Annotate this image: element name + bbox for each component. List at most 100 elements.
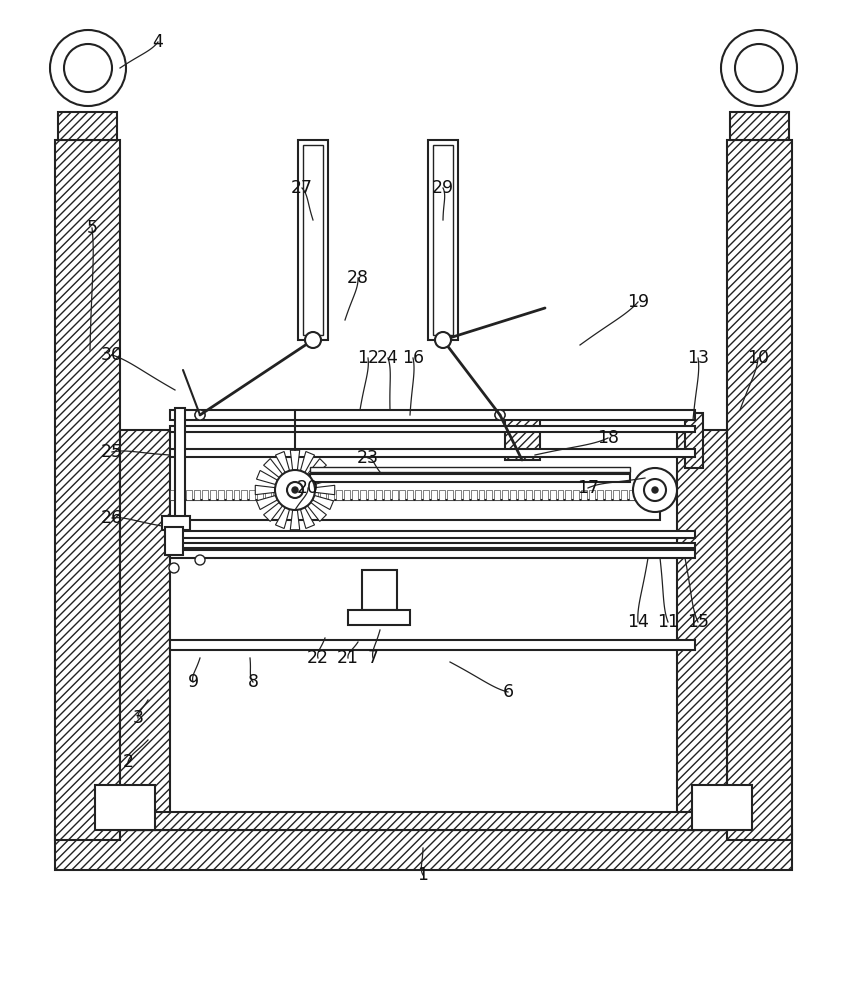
Bar <box>55 140 120 840</box>
Bar <box>479 490 484 500</box>
Bar <box>336 490 342 500</box>
Text: 17: 17 <box>577 479 599 497</box>
Bar <box>202 490 208 500</box>
Bar <box>628 490 634 500</box>
Polygon shape <box>257 470 278 485</box>
Text: 20: 20 <box>297 479 319 497</box>
Text: 22: 22 <box>307 649 329 667</box>
Polygon shape <box>263 459 283 478</box>
Text: 10: 10 <box>747 349 769 367</box>
Polygon shape <box>315 485 335 495</box>
Text: 11: 11 <box>657 613 679 631</box>
Bar <box>605 490 611 500</box>
Bar <box>727 140 792 840</box>
Text: 5: 5 <box>86 219 97 237</box>
Polygon shape <box>263 502 283 521</box>
Bar <box>170 426 695 432</box>
Bar <box>502 490 508 500</box>
Bar <box>505 418 540 460</box>
Text: 21: 21 <box>337 649 359 667</box>
Circle shape <box>721 30 797 106</box>
Bar <box>376 490 382 500</box>
Text: 19: 19 <box>627 293 649 311</box>
Bar <box>162 516 190 530</box>
Bar <box>518 490 524 500</box>
Polygon shape <box>307 459 326 478</box>
Bar <box>344 490 350 500</box>
Bar <box>170 500 660 520</box>
Circle shape <box>64 44 112 92</box>
Circle shape <box>735 44 783 92</box>
Text: 15: 15 <box>687 613 709 631</box>
Text: 30: 30 <box>101 346 123 364</box>
Text: 25: 25 <box>101 443 123 461</box>
Bar <box>407 490 413 500</box>
Text: 29: 29 <box>432 179 454 197</box>
Bar <box>234 490 240 500</box>
Bar <box>652 490 658 500</box>
Text: 28: 28 <box>347 269 369 287</box>
Circle shape <box>633 468 677 512</box>
Bar <box>95 785 155 830</box>
Bar <box>175 408 185 525</box>
Bar <box>170 543 695 548</box>
Bar <box>241 490 247 500</box>
Circle shape <box>644 479 666 501</box>
Bar <box>424 490 429 500</box>
Bar <box>455 490 461 500</box>
Bar <box>542 490 548 500</box>
Polygon shape <box>313 470 334 485</box>
Bar <box>613 490 619 500</box>
Bar <box>439 490 445 500</box>
Bar <box>566 490 572 500</box>
Bar <box>120 430 170 830</box>
Bar <box>534 490 540 500</box>
Circle shape <box>195 410 205 420</box>
Polygon shape <box>313 495 334 510</box>
Text: 4: 4 <box>152 33 163 51</box>
Bar <box>320 490 326 500</box>
Text: 16: 16 <box>402 349 424 367</box>
Polygon shape <box>301 507 314 528</box>
Bar <box>170 640 695 650</box>
Bar <box>303 145 323 335</box>
Bar <box>273 490 279 500</box>
Bar <box>178 490 184 500</box>
Text: 27: 27 <box>291 179 313 197</box>
Text: 24: 24 <box>377 349 399 367</box>
Bar <box>368 490 374 500</box>
Bar <box>400 490 406 500</box>
Circle shape <box>275 470 315 510</box>
Bar <box>692 785 752 830</box>
Text: 2: 2 <box>123 753 134 771</box>
Bar <box>415 490 421 500</box>
Bar <box>120 812 727 830</box>
Bar <box>510 490 516 500</box>
Polygon shape <box>257 495 278 510</box>
Text: 3: 3 <box>132 709 143 727</box>
Text: 26: 26 <box>101 509 123 527</box>
Bar <box>677 430 727 830</box>
Circle shape <box>169 563 179 573</box>
Text: 8: 8 <box>247 673 258 691</box>
Circle shape <box>305 332 321 348</box>
Bar <box>298 140 328 340</box>
Bar <box>495 490 501 500</box>
Bar <box>313 490 318 500</box>
Text: 7: 7 <box>368 649 379 667</box>
Polygon shape <box>275 452 290 473</box>
Bar <box>590 490 595 500</box>
Polygon shape <box>301 452 314 473</box>
Text: 9: 9 <box>187 673 198 691</box>
Polygon shape <box>275 507 290 528</box>
Circle shape <box>495 410 505 420</box>
Circle shape <box>195 410 205 420</box>
Bar <box>170 449 695 457</box>
Text: 1: 1 <box>418 866 429 884</box>
Bar <box>730 112 789 140</box>
Bar <box>621 490 627 500</box>
Circle shape <box>435 332 451 348</box>
Bar <box>462 490 468 500</box>
Bar <box>55 830 792 870</box>
Bar <box>526 490 532 500</box>
